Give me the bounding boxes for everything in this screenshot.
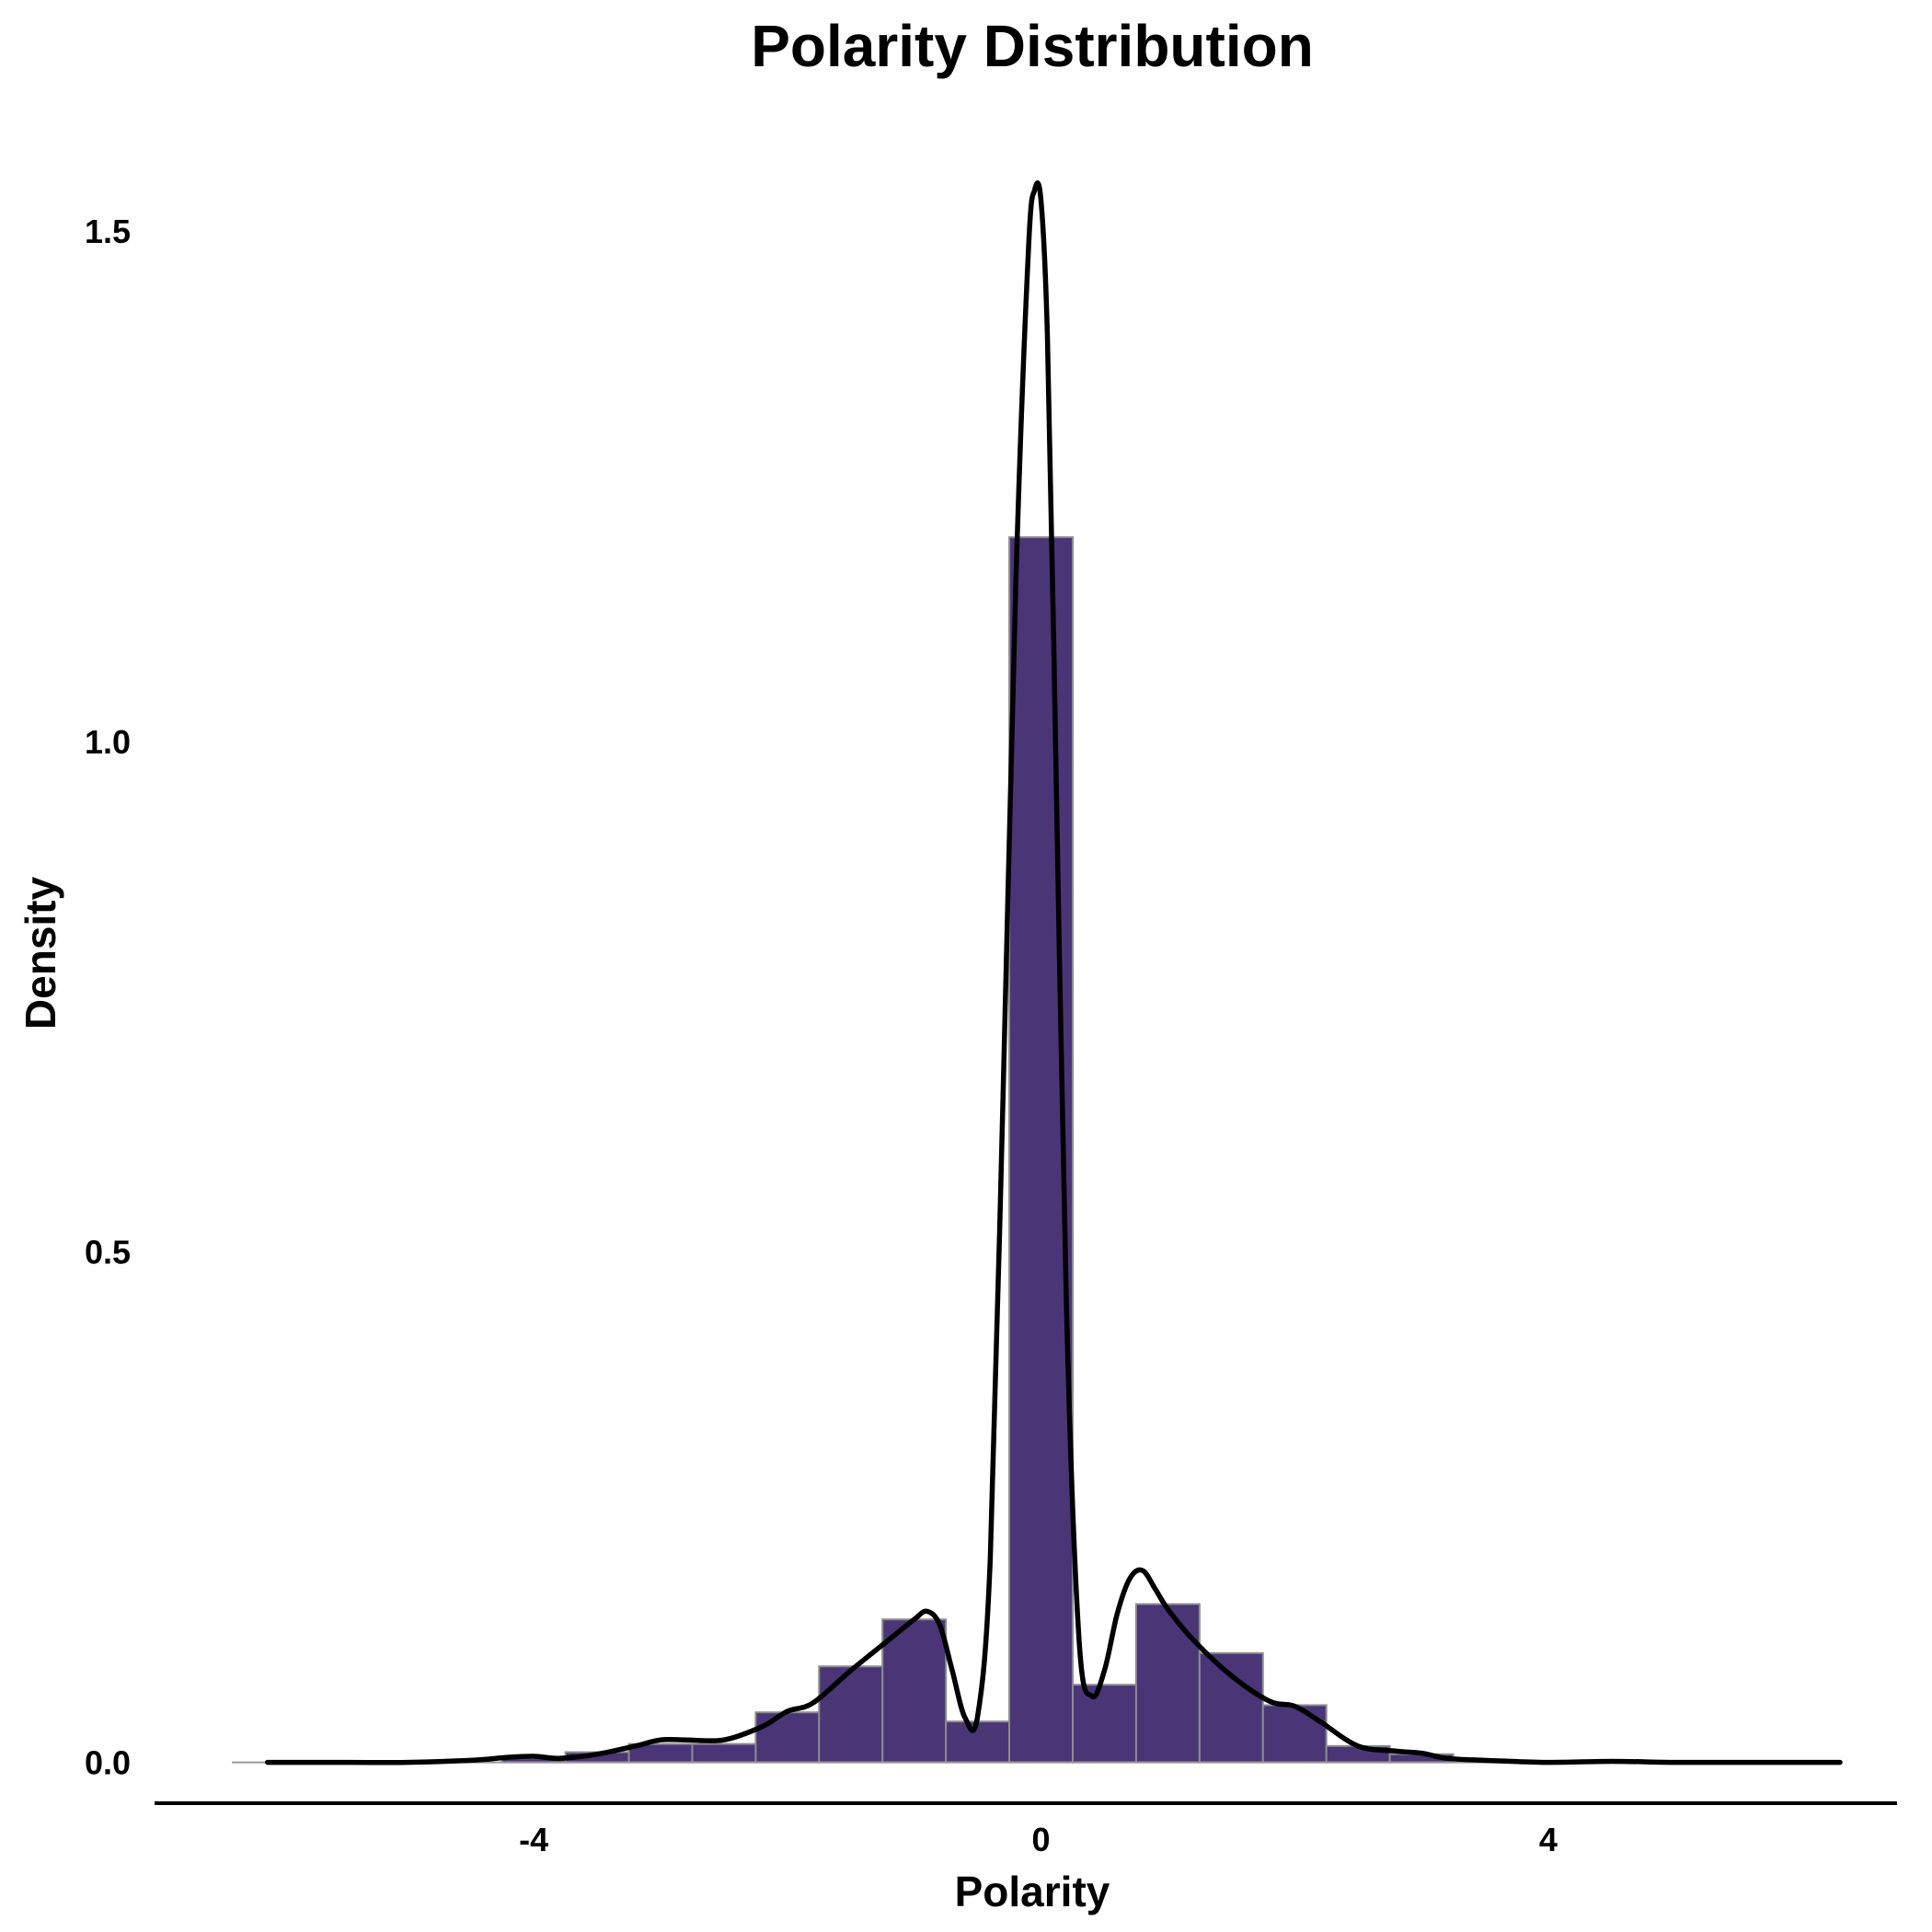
y-tick-label: 1.0 bbox=[85, 723, 131, 761]
histogram-bar-10 bbox=[1134, 1603, 1201, 1764]
histogram-bar-11 bbox=[1198, 1651, 1264, 1764]
histogram-bar-9 bbox=[1072, 1684, 1137, 1764]
chart-title: Polarity Distribution bbox=[751, 13, 1314, 79]
density-curve bbox=[264, 180, 1843, 1765]
y-tick-label: 1.5 bbox=[85, 213, 131, 250]
x-tick-label: -4 bbox=[519, 1821, 548, 1858]
histogram-bars bbox=[500, 535, 1455, 1764]
y-axis-label: Density bbox=[17, 877, 64, 1030]
x-tick-label: 0 bbox=[1032, 1821, 1051, 1858]
x-axis-label: Polarity bbox=[955, 1868, 1110, 1915]
x-tick-labels: -4 0 4 bbox=[519, 1821, 1558, 1858]
histogram-bar-5 bbox=[818, 1665, 884, 1764]
y-tick-label: 0.5 bbox=[85, 1234, 131, 1271]
histogram-bar-4 bbox=[754, 1711, 821, 1764]
y-tick-labels: 0.0 0.5 1.0 1.5 bbox=[85, 213, 131, 1782]
y-tick-label: 0.0 bbox=[85, 1744, 131, 1782]
x-tick-label: 4 bbox=[1539, 1821, 1558, 1858]
histogram-bar-3 bbox=[691, 1742, 757, 1764]
histogram-bar-12 bbox=[1261, 1704, 1328, 1764]
histogram-bar-6 bbox=[881, 1618, 948, 1764]
